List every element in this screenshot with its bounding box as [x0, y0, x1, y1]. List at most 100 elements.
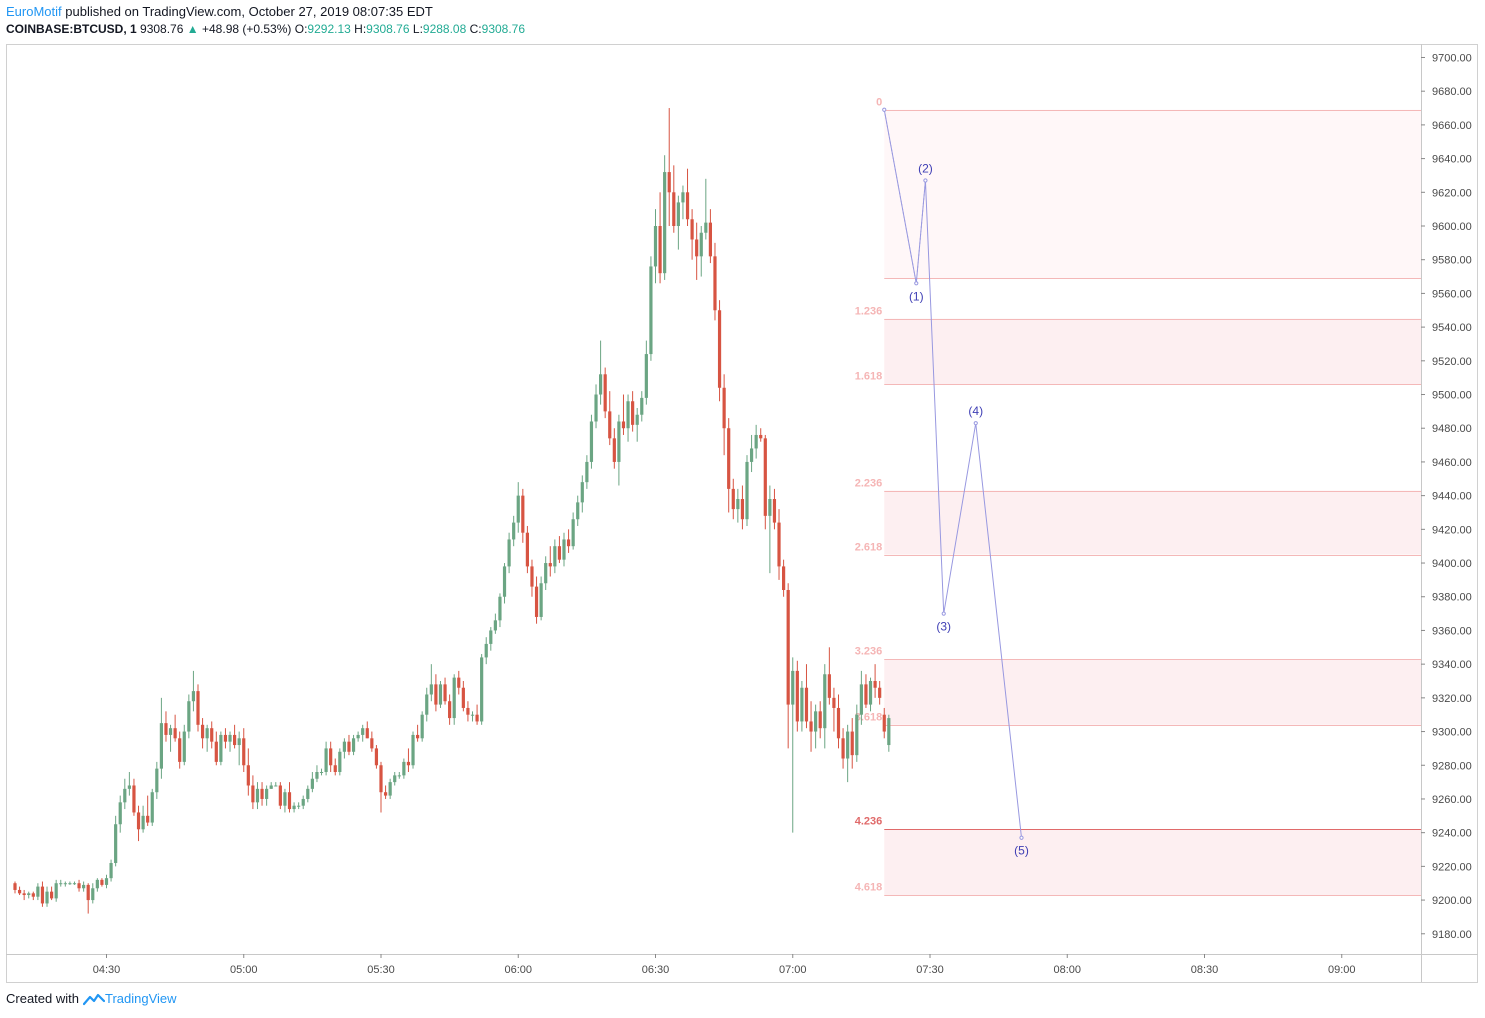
candle-body[interactable] — [836, 707, 841, 739]
candle-body[interactable] — [228, 734, 232, 742]
candle-body[interactable] — [265, 788, 269, 799]
candle-body[interactable] — [534, 586, 539, 617]
candle-body[interactable] — [178, 738, 182, 762]
candle-body[interactable] — [599, 374, 603, 395]
candle-body[interactable] — [855, 714, 859, 756]
fibonacci-extension[interactable]: 0 1.236 1.618 2.236 2.618 3.236 3.618 4.236 4.61… — [855, 97, 1421, 896]
candle-body[interactable] — [72, 883, 77, 885]
candle-body[interactable] — [50, 891, 54, 899]
candle-body[interactable] — [516, 495, 520, 523]
candle-body[interactable] — [580, 482, 584, 503]
candle-body[interactable] — [502, 566, 507, 597]
candle-body[interactable] — [342, 741, 346, 752]
candle-body[interactable] — [438, 684, 443, 705]
candle-body[interactable] — [54, 883, 58, 899]
candle-body[interactable] — [196, 691, 200, 725]
candle-body[interactable] — [351, 738, 356, 752]
candle-body[interactable] — [489, 630, 493, 644]
candle-body[interactable] — [365, 728, 369, 739]
wave-point[interactable] — [941, 611, 946, 616]
candle-body[interactable] — [864, 684, 868, 705]
candle-body[interactable] — [736, 499, 740, 510]
author-link[interactable]: EuroMotif — [6, 4, 62, 19]
candle-body[interactable] — [68, 883, 72, 885]
candle-body[interactable] — [420, 714, 424, 739]
candle-body[interactable] — [361, 728, 365, 735]
candlestick-series[interactable] — [13, 108, 891, 914]
candle-body[interactable] — [782, 566, 786, 590]
candle-body[interactable] — [635, 414, 639, 425]
candle-body[interactable] — [393, 775, 397, 783]
candle-body[interactable] — [818, 711, 822, 729]
candle-body[interactable] — [416, 734, 420, 739]
wave-point[interactable] — [1019, 835, 1024, 840]
candle-body[interactable] — [859, 684, 863, 715]
candle-body[interactable] — [571, 519, 575, 547]
candle-body[interactable] — [425, 694, 429, 715]
symbol-name[interactable]: COINBASE:BTCUSD, 1 — [6, 22, 137, 36]
candle-body[interactable] — [127, 785, 131, 789]
wave-path[interactable] — [883, 109, 1022, 838]
candle-body[interactable] — [612, 438, 616, 462]
candle-body[interactable] — [626, 401, 630, 429]
candle-body[interactable] — [530, 566, 534, 587]
candle-body[interactable] — [443, 684, 447, 702]
candle-body[interactable] — [379, 765, 383, 793]
candle-body[interactable] — [219, 734, 223, 762]
candle-body[interactable] — [557, 546, 562, 560]
candle-body[interactable] — [187, 701, 191, 732]
candle-body[interactable] — [640, 397, 644, 415]
candle-body[interactable] — [461, 687, 465, 708]
candle-body[interactable] — [242, 738, 246, 766]
candle-body[interactable] — [685, 192, 690, 220]
candle-body[interactable] — [699, 232, 703, 257]
candle-body[interactable] — [182, 731, 186, 762]
candle-body[interactable] — [887, 718, 891, 746]
candle-body[interactable] — [759, 434, 763, 439]
candle-body[interactable] — [100, 879, 104, 885]
candle-body[interactable] — [539, 583, 543, 617]
candle-body[interactable] — [36, 886, 40, 897]
candle-body[interactable] — [882, 714, 886, 732]
candle-body[interactable] — [763, 438, 767, 516]
candle-body[interactable] — [480, 657, 484, 722]
candle-body[interactable] — [448, 701, 452, 719]
candle-body[interactable] — [653, 226, 658, 267]
candle-body[interactable] — [283, 792, 287, 806]
candle-body[interactable] — [452, 677, 456, 719]
candle-body[interactable] — [45, 891, 49, 904]
candle-body[interactable] — [274, 785, 278, 787]
candle-body[interactable] — [260, 788, 264, 799]
candle-body[interactable] — [676, 202, 680, 226]
candle-body[interactable] — [731, 488, 735, 510]
candle-body[interactable] — [406, 761, 411, 766]
candle-body[interactable] — [210, 728, 214, 742]
candle-body[interactable] — [301, 798, 305, 806]
candle-body[interactable] — [795, 670, 799, 722]
candle-body[interactable] — [434, 684, 438, 705]
candle-body[interactable] — [278, 785, 282, 806]
candle-body[interactable] — [356, 734, 360, 739]
candle-body[interactable] — [237, 738, 241, 746]
candle-body[interactable] — [631, 401, 635, 425]
candle-body[interactable] — [772, 499, 777, 523]
candle-body[interactable] — [223, 734, 228, 742]
candle-body[interactable] — [333, 765, 337, 772]
candle-body[interactable] — [585, 461, 589, 483]
candle-body[interactable] — [59, 883, 63, 885]
time-axis[interactable]: 04:30 05:00 05:30 06:00 06:30 07:00 07:30 08:00… — [93, 954, 1356, 976]
candle-body[interactable] — [338, 751, 342, 772]
candle-body[interactable] — [168, 728, 173, 735]
candle-body[interactable] — [544, 563, 548, 584]
candle-body[interactable] — [621, 421, 626, 429]
candle-body[interactable] — [589, 421, 594, 462]
candle-body[interactable] — [246, 765, 250, 786]
wave-point[interactable] — [914, 281, 919, 286]
candle-body[interactable] — [141, 815, 145, 830]
candle-body[interactable] — [315, 772, 319, 779]
candle-body[interactable] — [672, 192, 676, 226]
candle-body[interactable] — [512, 522, 516, 540]
candle-body[interactable] — [832, 697, 836, 708]
candle-body[interactable] — [749, 448, 754, 462]
candle-body[interactable] — [470, 714, 475, 716]
